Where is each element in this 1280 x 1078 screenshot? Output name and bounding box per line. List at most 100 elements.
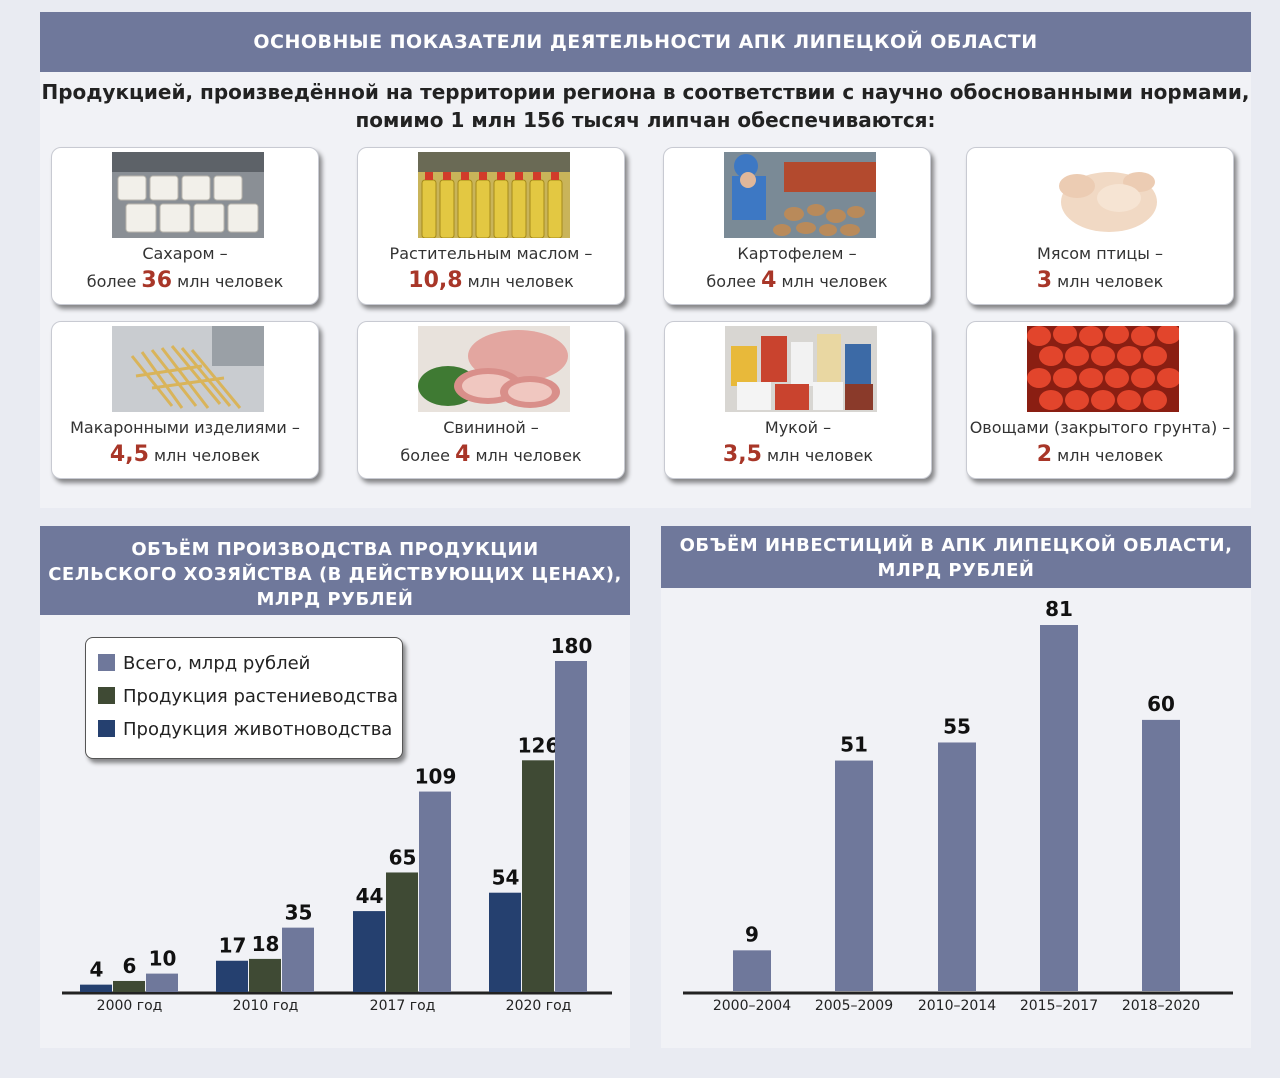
bar: [1142, 719, 1180, 991]
chart-title-line: ОБЪЁМ ПРОИЗВОДСТВА ПРОДУКЦИИ: [131, 539, 539, 560]
investment-bar-chart: 9 2000–2004 51 2005–2009 55 2010–2014 81 2015–2…: [683, 597, 1233, 1014]
card-value: 4,5 млн человек: [109, 442, 261, 467]
card-value: более 36 млн человек: [86, 268, 284, 293]
card-value: 2 млн человек: [1036, 442, 1164, 467]
chart-title-line: МЛРД РУБЛЕЙ: [877, 560, 1035, 581]
poultry-photo: [1027, 152, 1179, 238]
sugar-photo: [112, 152, 264, 238]
card-value: 3,5 млн человек: [722, 442, 874, 467]
card-vegetables: Овощами (закрытого грунта) – 2 млн челов…: [966, 321, 1234, 479]
x-tick-label: 2020 год: [506, 998, 572, 1014]
card-caption: Макаронными изделиями – 4,5 млн человек: [52, 414, 318, 469]
potato-photo: [724, 152, 876, 238]
oil-photo: [418, 152, 570, 238]
bar: [835, 760, 873, 991]
bar: [419, 791, 451, 992]
bar: [249, 958, 281, 992]
card-label: Свининой –: [443, 418, 539, 437]
bar: [1040, 625, 1078, 991]
bar: [555, 661, 587, 992]
bar: [80, 984, 112, 992]
bar: [282, 927, 314, 992]
legend-swatch: [98, 687, 115, 704]
card-label: Мясом птицы –: [1037, 244, 1163, 263]
card-flour: Мукой – 3,5 млн человек: [664, 321, 932, 479]
legend-swatch: [98, 654, 115, 671]
flour-photo: [725, 326, 877, 412]
bar: [146, 973, 178, 992]
investment-chart-title: ОБЪЁМ ИНВЕСТИЦИЙ В АПК ЛИПЕЦКОЙ ОБЛАСТИ,…: [661, 526, 1251, 588]
intro-line-2: помимо 1 млн 156 тысяч липчан обеспечива…: [355, 108, 936, 132]
data-label: 44: [356, 884, 384, 908]
investment-chart-panel: ОБЪЁМ ИНВЕСТИЦИЙ В АПК ЛИПЕЦКОЙ ОБЛАСТИ,…: [661, 526, 1251, 1048]
production-chart-panel: ОБЪЁМ ПРОИЗВОДСТВА ПРОДУКЦИИ СЕЛЬСКОГО Х…: [40, 526, 630, 1048]
card-sugar: Сахаром – более 36 млн человек: [51, 147, 319, 305]
card-caption: Картофелем – более 4 млн человек: [664, 240, 930, 295]
card-caption: Сахаром – более 36 млн человек: [52, 240, 318, 295]
data-label: 109: [415, 765, 457, 789]
card-value: более 4 млн человек: [706, 268, 888, 293]
data-label: 180: [551, 634, 593, 658]
tomato-photo: [1027, 326, 1179, 412]
bar: [113, 980, 145, 992]
card-caption: Мясом птицы – 3 млн человек: [967, 240, 1233, 295]
card-value: более 4 млн человек: [400, 442, 582, 467]
data-label: 6: [123, 954, 137, 978]
data-label: 51: [840, 733, 868, 757]
card-caption: Растительным маслом – 10,8 млн человек: [358, 240, 624, 295]
x-tick-label: 2010–2014: [918, 998, 996, 1014]
bar: [353, 911, 385, 992]
data-label: 4: [90, 958, 104, 982]
page-title: ОСНОВНЫЕ ПОКАЗАТЕЛИ ДЕЯТЕЛЬНОСТИ АПК ЛИП…: [40, 12, 1251, 72]
bar: [733, 950, 771, 991]
card-poultry: Мясом птицы – 3 млн человек: [966, 147, 1234, 305]
chart-title-line: МЛРД РУБЛЕЙ: [256, 589, 414, 610]
data-label: 17: [219, 934, 247, 958]
card-label: Сахаром –: [142, 244, 228, 263]
card-potato: Картофелем – более 4 млн человек: [663, 147, 931, 305]
legend-item-livestock: Продукция животноводства: [98, 718, 392, 742]
bar: [216, 960, 248, 992]
data-label: 81: [1045, 597, 1073, 621]
bar: [489, 892, 521, 992]
card-pork: Свининой – более 4 млн человек: [357, 321, 625, 479]
card-pasta: Макаронными изделиями – 4,5 млн человек: [51, 321, 319, 479]
card-oil: Растительным маслом – 10,8 млн человек: [357, 147, 625, 305]
bar: [522, 760, 554, 992]
data-label: 60: [1147, 692, 1175, 716]
card-value: 10,8 млн человек: [408, 268, 574, 293]
x-tick-label: 2005–2009: [815, 998, 893, 1014]
card-label: Макаронными изделиями –: [70, 418, 300, 437]
x-tick-label: 2018–2020: [1122, 998, 1200, 1014]
legend-swatch: [98, 720, 115, 737]
chart-title-line: ОБЪЁМ ИНВЕСТИЦИЙ В АПК ЛИПЕЦКОЙ ОБЛАСТИ,: [679, 535, 1233, 556]
data-label: 55: [943, 714, 971, 738]
data-label: 9: [745, 922, 759, 946]
card-label: Мукой –: [764, 418, 832, 437]
card-value: 3 млн человек: [1036, 268, 1164, 293]
intro-text: Продукцией, произведённой на территории …: [40, 78, 1251, 134]
card-label: Картофелем –: [737, 244, 857, 263]
data-label: 18: [252, 932, 280, 956]
bar: [938, 742, 976, 991]
top-panel: ОСНОВНЫЕ ПОКАЗАТЕЛИ ДЕЯТЕЛЬНОСТИ АПК ЛИП…: [40, 12, 1251, 508]
card-caption: Овощами (закрытого грунта) – 2 млн челов…: [967, 414, 1233, 469]
data-label: 35: [285, 901, 313, 925]
card-label: Овощами (закрытого грунта) –: [969, 418, 1231, 437]
pork-photo: [418, 326, 570, 412]
card-label: Растительным маслом –: [389, 244, 593, 263]
card-caption: Свининой – более 4 млн человек: [358, 414, 624, 469]
x-tick-label: 2017 год: [370, 998, 436, 1014]
bar: [386, 872, 418, 992]
data-label: 65: [389, 845, 417, 869]
production-chart-title: ОБЪЁМ ПРОИЗВОДСТВА ПРОДУКЦИИ СЕЛЬСКОГО Х…: [40, 526, 630, 615]
data-label: 54: [492, 866, 520, 890]
legend-item-total: Всего, млрд рублей: [98, 652, 310, 676]
x-tick-label: 2015–2017: [1020, 998, 1098, 1014]
legend: Всего, млрд рублей Продукция растениевод…: [85, 637, 403, 759]
x-tick-label: 2000 год: [97, 998, 163, 1014]
data-label: 10: [149, 947, 177, 971]
x-tick-label: 2010 год: [233, 998, 299, 1014]
pasta-photo: [112, 326, 264, 412]
